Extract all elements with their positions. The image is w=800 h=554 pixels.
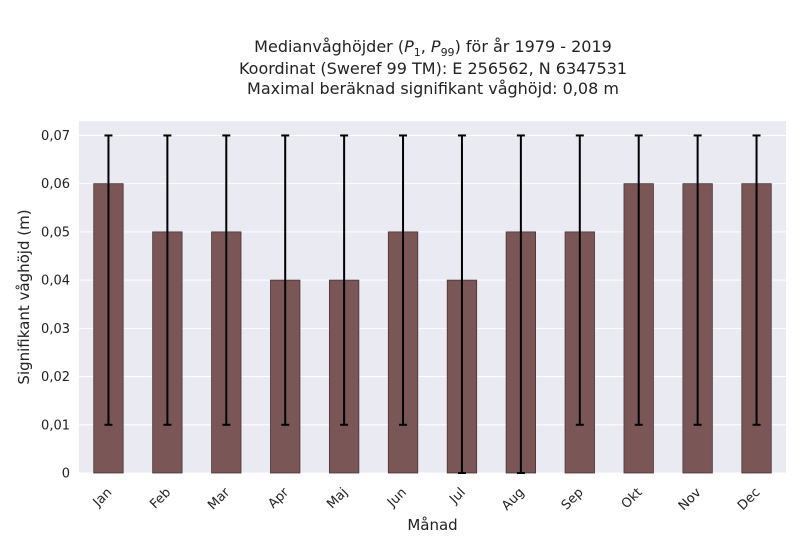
x-tick-label: Maj [324, 485, 351, 512]
x-tick-label: Jan [90, 485, 115, 510]
x-tick-label: Apr [266, 485, 293, 512]
y-tick-label: 0 [62, 467, 70, 482]
x-tick-label: Aug [499, 485, 528, 514]
error-bars [104, 134, 761, 474]
x-tick-label: Feb [147, 485, 174, 512]
y-tick-label: 0,04 [41, 274, 70, 289]
x-axis-label: Månad [407, 516, 457, 534]
title-line-2: Koordinat (Sweref 99 TM): E 256562, N 63… [239, 59, 627, 78]
y-tick-label: 0,01 [41, 418, 70, 433]
y-tick-label: 0,05 [41, 225, 70, 240]
title-line-1: Medianvåghöjder (P1, P99) för år 1979 - … [254, 37, 612, 59]
x-axis-ticks: Jan Feb Mar Apr Maj Jun Jul Aug Sep Okt Nov Dec [90, 485, 764, 514]
title-line-3: Maximal beräknad signifikant våghöjd: 0,… [247, 79, 619, 98]
plot-area [79, 121, 786, 473]
x-tick-label: Mar [205, 485, 233, 513]
y-axis-ticks: 0 0,01 0,02 0,03 0,04 0,05 0,06 0,07 [41, 129, 70, 482]
y-tick-label: 0,02 [41, 370, 70, 385]
y-tick-label: 0,07 [41, 129, 70, 144]
x-tick-label: Nov [676, 485, 705, 514]
y-tick-label: 0,06 [41, 177, 70, 192]
x-tick-label: Sep [559, 485, 587, 513]
x-tick-label: Dec [735, 485, 763, 513]
y-tick-label: 0,03 [41, 322, 70, 337]
chart-title: Medianvåghöjder (P1, P99) för år 1979 - … [239, 37, 627, 98]
x-tick-label: Jul [446, 485, 468, 507]
x-tick-label: Jun [384, 485, 410, 511]
y-axis-label: Signifikant våghöjd (m) [15, 209, 33, 384]
x-tick-label: Okt [619, 485, 646, 512]
grid-lines [79, 134, 786, 474]
